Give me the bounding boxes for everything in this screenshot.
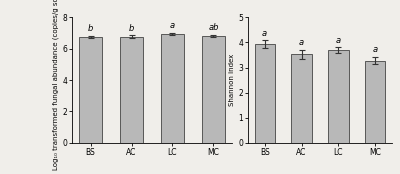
Bar	[292, 54, 312, 143]
Text: a: a	[170, 21, 175, 30]
Bar	[161, 34, 184, 143]
Text: a: a	[262, 29, 267, 38]
Bar	[254, 44, 275, 143]
Text: a: a	[299, 38, 304, 47]
Text: b: b	[129, 24, 134, 33]
Bar	[328, 50, 348, 143]
Bar	[79, 37, 102, 143]
Text: b: b	[88, 24, 93, 33]
Y-axis label: Log₁₀ transformed fungal abundance (copies/g soil): Log₁₀ transformed fungal abundance (copi…	[53, 0, 60, 170]
Bar	[120, 37, 143, 143]
Text: ab: ab	[208, 23, 219, 32]
Bar	[365, 61, 386, 143]
Y-axis label: Shannon index: Shannon index	[230, 54, 236, 106]
Text: a: a	[373, 45, 378, 54]
Text: a: a	[336, 36, 341, 45]
Bar	[202, 36, 225, 143]
